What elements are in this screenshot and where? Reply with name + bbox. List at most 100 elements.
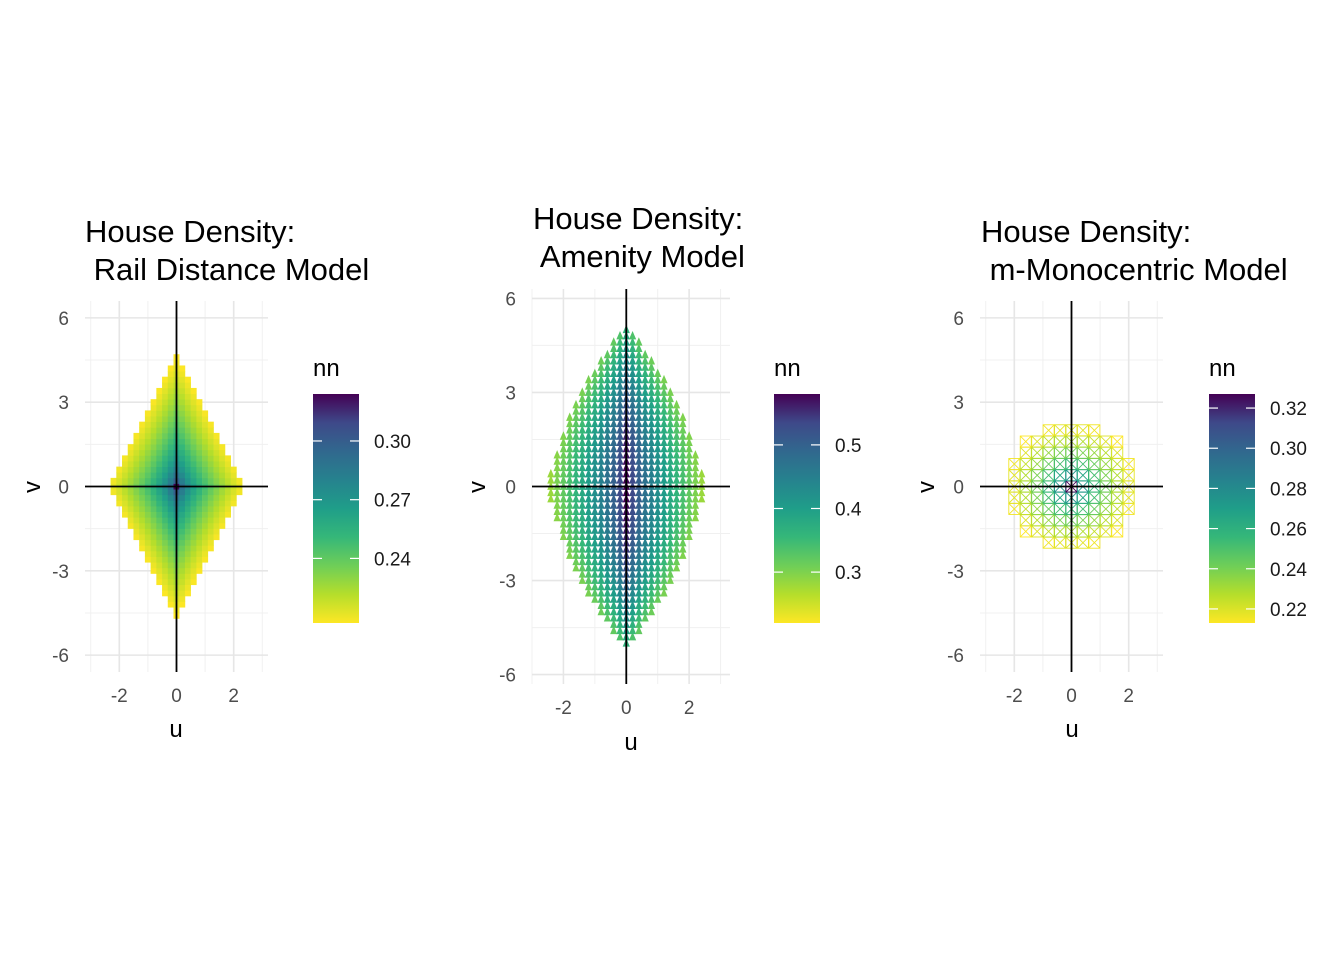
data-point <box>603 468 612 478</box>
data-point <box>167 393 174 400</box>
data-point <box>603 418 612 428</box>
data-point <box>641 562 649 572</box>
data-point <box>162 461 169 468</box>
data-point <box>628 330 637 340</box>
data-point <box>566 431 574 440</box>
data-point <box>196 534 203 541</box>
data-point <box>184 550 191 557</box>
data-point <box>1111 491 1124 504</box>
data-point <box>616 487 624 497</box>
data-point <box>559 500 568 509</box>
data-point <box>641 468 649 478</box>
data-point <box>666 443 674 453</box>
data-point <box>196 550 203 557</box>
data-point <box>1054 458 1067 470</box>
data-point <box>597 399 605 409</box>
data-point <box>610 531 618 541</box>
data-point <box>167 567 174 574</box>
data-point <box>122 472 129 479</box>
legend-label: 0.5 <box>835 436 861 457</box>
data-point <box>654 431 662 440</box>
data-point <box>167 376 174 383</box>
data-point <box>207 477 214 484</box>
data-point <box>1076 514 1089 527</box>
data-point <box>679 519 687 528</box>
data-point <box>219 449 226 456</box>
data-point <box>628 625 637 635</box>
data-point <box>122 466 129 473</box>
data-point <box>628 462 637 472</box>
data-point <box>679 437 687 446</box>
data-point <box>679 512 687 522</box>
data-point <box>647 437 656 446</box>
data-point <box>584 581 593 591</box>
data-point <box>603 362 612 371</box>
data-point <box>628 500 637 509</box>
data-point <box>591 381 599 390</box>
data-point <box>603 437 612 446</box>
data-point <box>127 522 134 529</box>
data-point <box>591 431 599 440</box>
data-point <box>122 511 129 518</box>
data-point <box>610 594 618 603</box>
data-point <box>654 512 662 522</box>
data-point <box>1054 503 1067 515</box>
data-point <box>202 427 209 434</box>
data-point <box>1099 469 1112 482</box>
data-point <box>654 581 662 591</box>
data-point <box>591 424 599 434</box>
data-point <box>591 512 599 522</box>
data-point <box>213 466 220 473</box>
x-axis-title: u <box>1065 716 1078 743</box>
data-point <box>666 550 674 559</box>
data-point <box>162 517 169 524</box>
data-point <box>196 517 203 524</box>
data-point <box>127 455 134 462</box>
data-point <box>660 475 668 484</box>
data-point <box>597 443 605 453</box>
data-point <box>660 443 668 453</box>
data-point <box>139 427 146 434</box>
data-point <box>603 600 612 610</box>
data-point <box>116 477 123 484</box>
data-point <box>584 431 593 440</box>
data-point <box>547 493 555 503</box>
data-point <box>202 416 209 423</box>
data-point <box>179 404 186 411</box>
data-point <box>230 489 237 496</box>
data-point <box>572 468 580 478</box>
data-point <box>547 475 555 484</box>
data-point <box>202 432 209 439</box>
data-point <box>184 573 191 580</box>
data-point <box>213 444 220 451</box>
data-point <box>559 525 568 534</box>
data-point <box>603 613 612 622</box>
data-point <box>616 368 624 378</box>
data-point <box>572 562 580 572</box>
data-point <box>162 449 169 456</box>
data-point <box>597 387 605 396</box>
data-point <box>1019 491 1032 504</box>
data-point <box>139 522 146 529</box>
data-point <box>202 438 209 445</box>
data-point <box>584 399 593 409</box>
data-point <box>578 462 586 472</box>
data-point <box>184 432 191 439</box>
data-point <box>584 525 593 534</box>
data-point <box>666 399 674 409</box>
data-point <box>685 500 693 509</box>
data-point <box>654 450 662 459</box>
data-point <box>1099 525 1112 538</box>
data-point <box>144 438 151 445</box>
data-point <box>666 450 674 459</box>
data-point <box>647 556 656 566</box>
data-point <box>591 412 599 421</box>
data-point <box>654 569 662 578</box>
data-point <box>162 584 169 591</box>
data-point <box>597 487 605 497</box>
data-point <box>127 494 134 501</box>
data-point <box>224 494 231 501</box>
data-point <box>603 606 612 616</box>
data-point <box>566 525 574 534</box>
data-point <box>139 421 146 428</box>
